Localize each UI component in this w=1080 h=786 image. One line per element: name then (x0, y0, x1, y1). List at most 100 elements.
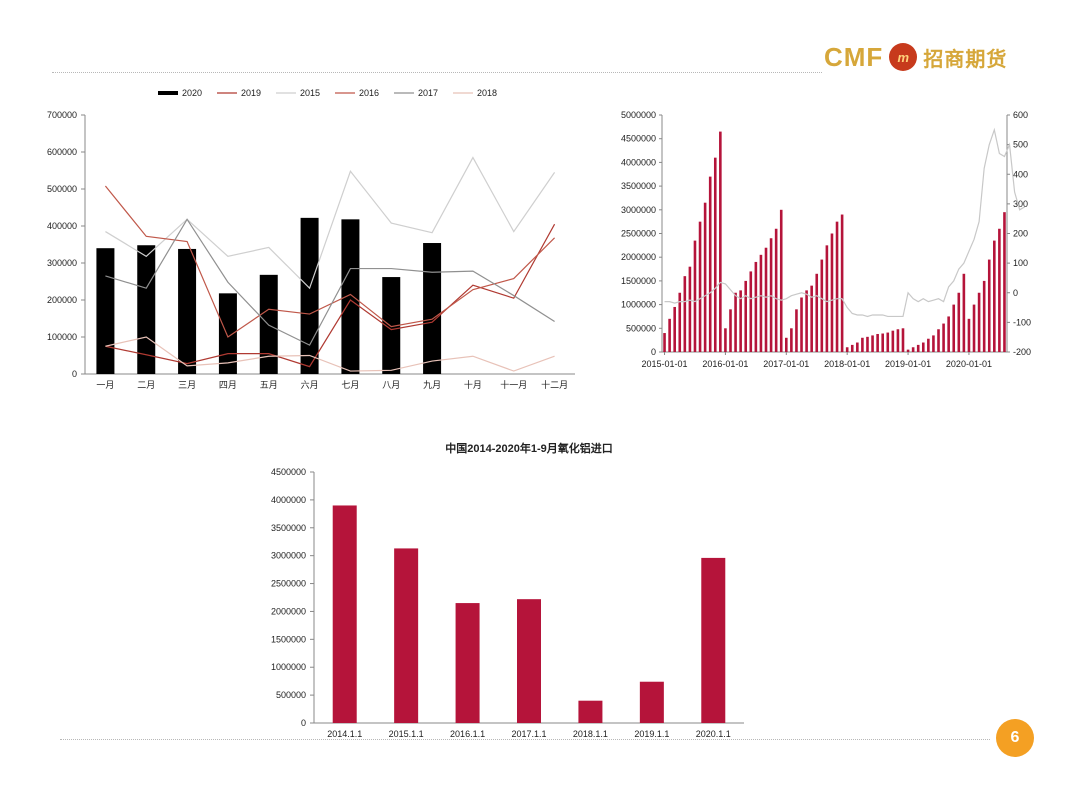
x-tick-label: 六月 (301, 379, 319, 390)
bar (977, 292, 981, 352)
bar (800, 297, 803, 352)
y2-tick-label: 300 (1013, 199, 1028, 209)
x-tick-label: 三月 (178, 380, 196, 390)
bar-2020 (382, 277, 401, 374)
x-tick-label: 2017-01-01 (763, 359, 809, 369)
bar-2020 (178, 248, 197, 374)
bar-2020 (300, 217, 319, 374)
x-tick-label: 七月 (341, 380, 359, 390)
legend-label: 2017 (418, 88, 438, 98)
line-series (664, 127, 1026, 318)
y-tick-label: 2500000 (271, 579, 306, 589)
bar-2019.1.1 (639, 681, 664, 723)
bar (774, 228, 778, 352)
y-tick-label: 2000000 (621, 252, 656, 262)
bar (790, 328, 793, 352)
bottom-divider (60, 739, 990, 740)
page-number-badge: 6 (996, 719, 1034, 757)
chart-timeseries: 0 500000 1000000 1500000 2000000 2500000 30000… (621, 110, 1031, 369)
legend-label: 2020 (182, 88, 202, 98)
bar (881, 333, 884, 352)
bar (850, 344, 854, 352)
bar (876, 333, 879, 352)
chart-annual-imports: 中国2014-2020年1-9月氧化铝进口 0 500000 1000000 15000… (271, 441, 744, 739)
bar (729, 309, 732, 352)
bar (785, 337, 788, 352)
x-tick-label: 五月 (260, 380, 278, 390)
y2-tick-label: 600 (1013, 110, 1028, 120)
bar (947, 316, 950, 352)
bar (998, 228, 1001, 352)
bar (678, 292, 682, 352)
legend-label: 2019 (241, 88, 261, 98)
bar (739, 290, 742, 352)
y-tick-label: 3500000 (621, 181, 656, 191)
bar (901, 328, 905, 352)
y-tick-label: 3500000 (271, 523, 306, 533)
bar (835, 221, 839, 352)
y-tick-label: 500000 (276, 690, 306, 700)
bar (871, 335, 874, 352)
logo-chinese: 招商期货 (923, 46, 1008, 71)
y-tick-label: 0 (301, 718, 306, 728)
bar (759, 254, 763, 352)
x-tick-label: 一月 (96, 380, 114, 390)
bar (820, 259, 824, 352)
line-series-2017 (105, 218, 555, 346)
y-tick-label: 600000 (47, 147, 77, 157)
bar (957, 292, 961, 352)
bar (952, 304, 956, 352)
x-tick-label: 2019-01-01 (885, 359, 931, 369)
y-tick-label: 3000000 (271, 551, 306, 561)
bar (921, 342, 925, 352)
bar (734, 292, 737, 352)
x-tick-label: 2017.1.1 (511, 729, 546, 739)
bar (703, 202, 707, 352)
y-tick-label: 1500000 (621, 276, 656, 286)
bar-2020 (137, 245, 156, 374)
y2-tick-label: 100 (1013, 258, 1028, 268)
bar (688, 266, 692, 352)
bar (1003, 212, 1006, 352)
bar (927, 338, 930, 352)
bar (932, 335, 935, 352)
y-tick-label: 2500000 (621, 229, 656, 239)
bar (830, 233, 834, 352)
bar (866, 336, 869, 352)
y2-tick-label: 500 (1013, 140, 1028, 150)
x-tick-label: 2015-01-01 (642, 359, 688, 369)
bar-2020 (423, 243, 442, 374)
bar (805, 290, 808, 352)
x-tick-label: 2016.1.1 (450, 729, 485, 739)
x-tick-label: 2014.1.1 (327, 729, 362, 739)
y-tick-label: 400000 (47, 221, 77, 231)
y-tick-label: 100000 (47, 332, 77, 342)
bar-2014.1.1 (332, 505, 357, 723)
x-tick-label: 2020.1.1 (696, 729, 731, 739)
bar (698, 221, 702, 352)
bar (937, 329, 940, 352)
bar (713, 157, 717, 352)
bar-2016.1.1 (455, 603, 480, 723)
y2-tick-label: 0 (1013, 288, 1018, 298)
bar-2018.1.1 (578, 700, 603, 723)
line-series-2019 (105, 223, 556, 368)
bar (896, 329, 900, 352)
x-tick-label: 四月 (219, 380, 237, 390)
bar (987, 259, 991, 352)
y-tick-label: 3000000 (621, 205, 656, 215)
bar (663, 333, 666, 352)
y-tick-label: 300000 (47, 258, 77, 268)
bar-2020 (341, 219, 360, 374)
bar (673, 306, 676, 352)
cmf-logo: CMF m 招商期货 (824, 40, 1007, 74)
bar (886, 332, 890, 352)
bar-2020.1.1 (701, 557, 726, 723)
legend-label: 2016 (359, 88, 379, 98)
bar (810, 285, 813, 352)
bar (942, 323, 945, 352)
y-tick-label: 4000000 (621, 157, 656, 167)
y-tick-label: 5000000 (621, 110, 656, 120)
logo-mark-icon: m (889, 43, 918, 71)
x-tick-label: 2020-01-01 (946, 359, 992, 369)
